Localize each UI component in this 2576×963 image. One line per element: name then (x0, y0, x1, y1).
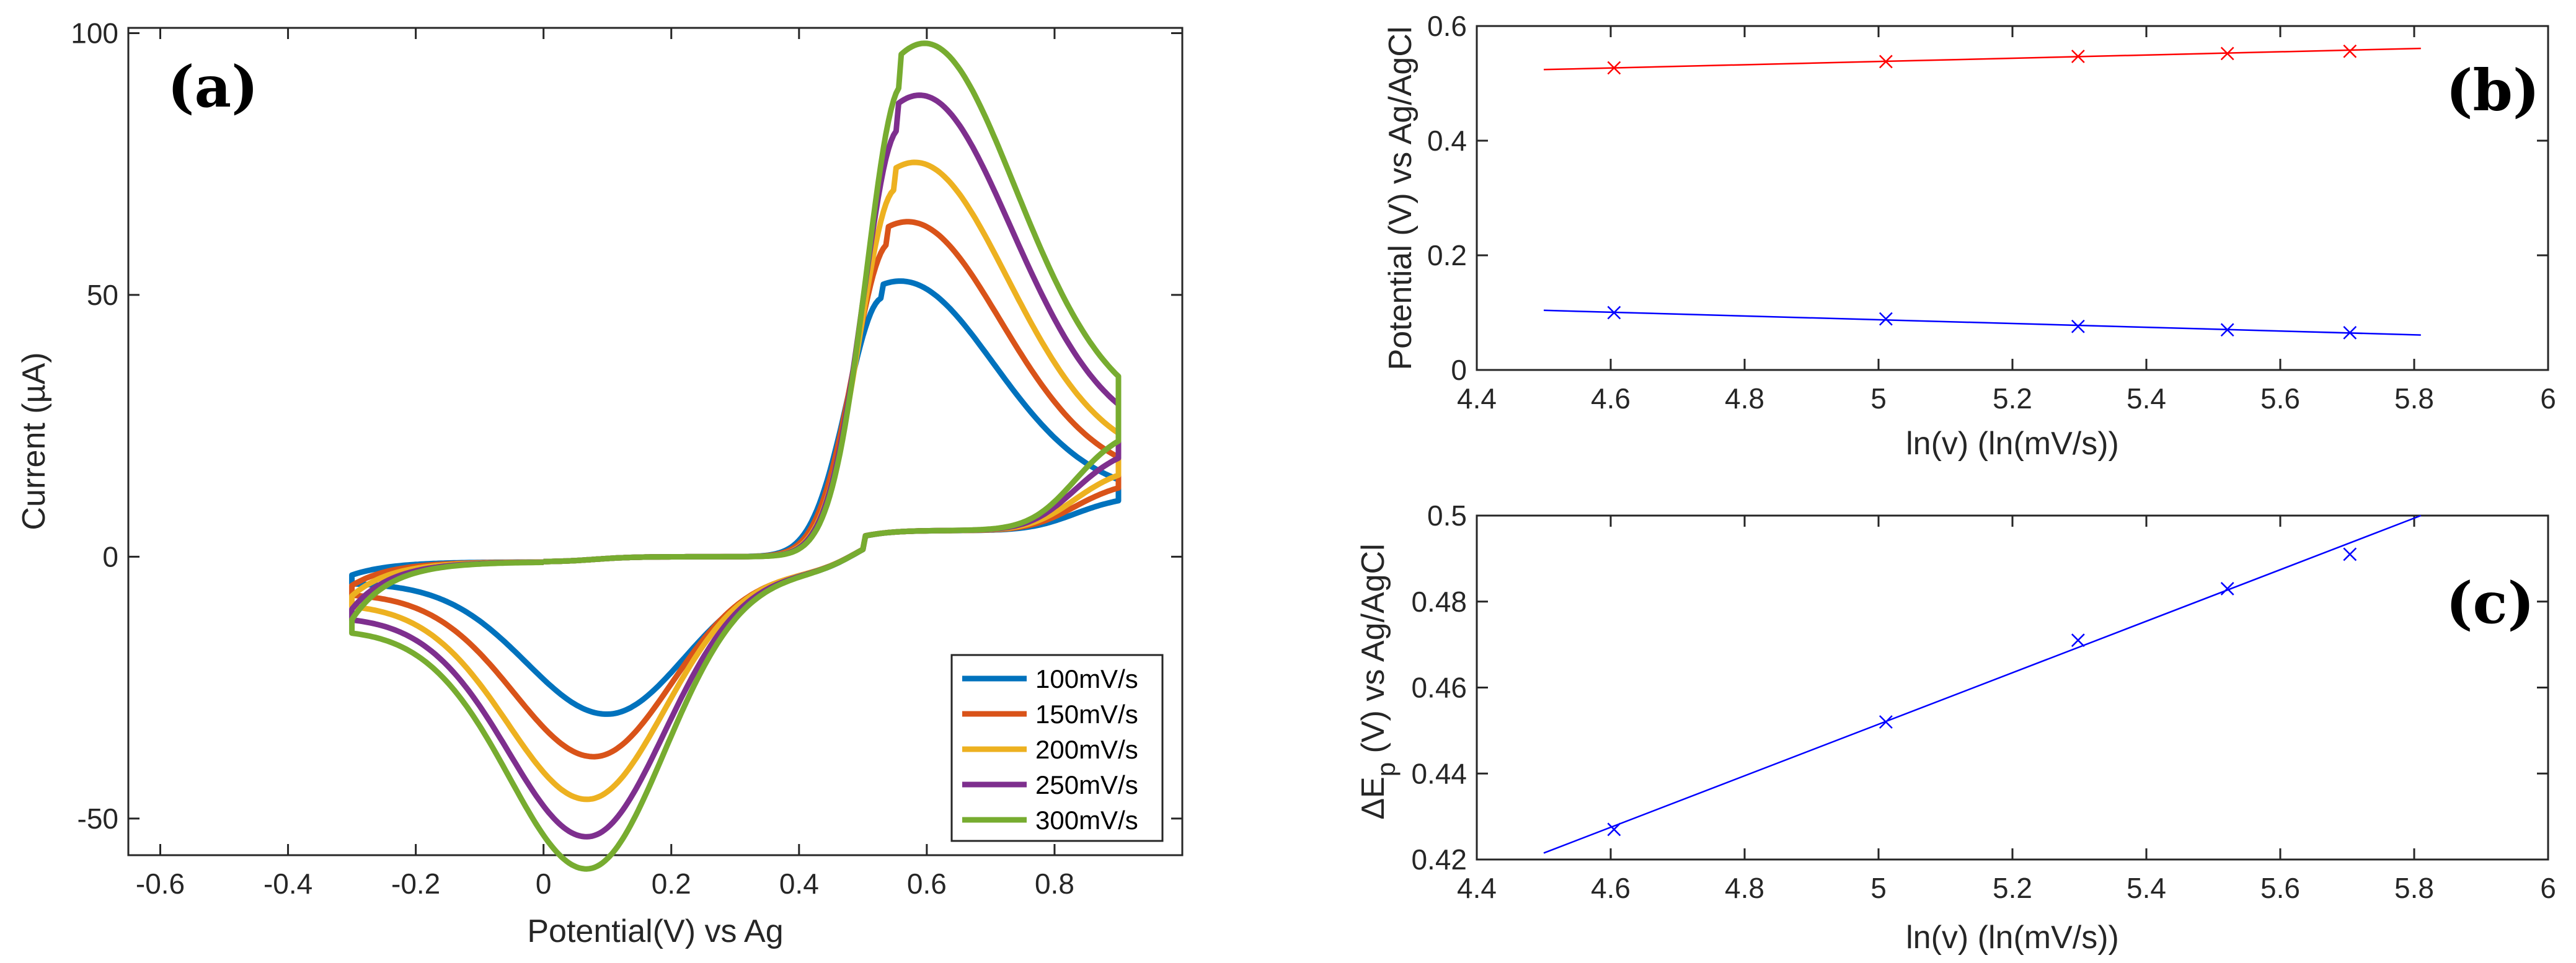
x-tick-label: 4.6 (1591, 872, 1631, 904)
cv-curve-300mV/s (349, 40, 1122, 872)
fit-line-delta_Ep (1543, 514, 2422, 854)
data-point-anodic (2343, 44, 2357, 58)
panel-b-data (1543, 44, 2421, 340)
data-point-cathodic (2343, 325, 2357, 340)
y-tick-label: 0 (102, 540, 118, 573)
data-point-anodic (2071, 50, 2085, 63)
x-tick-label: 5 (1870, 382, 1887, 415)
y-tick-label: 0 (1451, 354, 1467, 386)
data-point-delta_Ep (1607, 822, 1621, 837)
data-point-anodic (1879, 55, 1893, 69)
panel-a: -0.6 -0.4 -0.2 0 0.2 0.4 0.6 0.8 -50 0 50 100 Poten… (16, 17, 1184, 949)
panel-a-curves (349, 40, 1122, 872)
panel-c-ticks (1476, 514, 2549, 861)
panel-b: 4.4 4.6 4.8 5 5.2 5.4 5.6 5.8 6 0 0.2 0.4 0.6 ln(v) … (1383, 10, 2556, 462)
data-point-delta_Ep (2343, 547, 2357, 561)
y-tick-label: -50 (77, 802, 118, 835)
panel-a-xlabel: Potential(V) vs Ag (527, 913, 783, 949)
panel-a-ylabel: Current (µA) (16, 352, 52, 530)
panel-a-ticks (128, 28, 1182, 855)
legend-label: 250mV/s (1035, 770, 1138, 799)
data-point-cathodic (1879, 312, 1893, 326)
x-tick-label: -0.4 (263, 868, 312, 900)
panel-c-label: (c) (2446, 569, 2534, 636)
panel-c-tick-labels: 4.4 4.6 4.8 5 5.2 5.4 5.6 5.8 6 0.42 0.44 0.46 0.48 0… (1411, 499, 2556, 904)
x-tick-label: 4.4 (1457, 382, 1497, 415)
x-tick-label: 4.4 (1457, 872, 1497, 904)
y-tick-label: 0.46 (1411, 672, 1467, 704)
x-tick-label: 0.6 (907, 868, 947, 900)
x-tick-label: 5.6 (2260, 382, 2300, 415)
panel-b-ticks (1476, 25, 2549, 371)
panel-b-plot-area (1476, 25, 2549, 371)
panel-b-ylabel: Potential (V) vs Ag/AgCl (1383, 27, 1419, 371)
legend-label: 300mV/s (1035, 806, 1138, 835)
y-tick-label: 0.2 (1427, 239, 1467, 271)
y-tick-label: 0.4 (1427, 125, 1467, 157)
x-tick-label: 4.8 (1725, 872, 1764, 904)
x-tick-label: 0.2 (652, 868, 691, 900)
y-tick-label: 0.42 (1411, 843, 1467, 876)
panel-c-data (1543, 514, 2422, 854)
x-tick-label: 5.4 (2127, 382, 2166, 415)
x-tick-label: -0.6 (136, 868, 185, 900)
fit-line-cathodic (1543, 309, 2421, 336)
panel-c-xlabel: ln(v) (ln(mV/s)) (1906, 920, 2119, 956)
y-tick-label: 0.5 (1427, 499, 1467, 532)
data-point-delta_Ep (1879, 715, 1893, 729)
panel-b-tick-labels: 4.4 4.6 4.8 5 5.2 5.4 5.6 5.8 6 0 0.2 0.4 0.6 (1427, 10, 2556, 415)
x-tick-label: 4.8 (1725, 382, 1764, 415)
panel-c: 4.4 4.6 4.8 5 5.2 5.4 5.6 5.8 6 0.42 0.44 0.46 0.48 0… (1355, 499, 2556, 956)
legend-label: 100mV/s (1035, 664, 1138, 693)
y-tick-label: 0.44 (1411, 757, 1467, 789)
x-tick-label: 5 (1870, 872, 1887, 904)
data-point-delta_Ep (2071, 633, 2085, 648)
x-tick-label: 5.8 (2394, 872, 2434, 904)
panel-a-label: (a) (167, 53, 259, 120)
fit-line-anodic (1543, 47, 2421, 71)
data-point-anodic (1607, 61, 1621, 75)
y-tick-label: 100 (71, 17, 118, 49)
panel-c-ylabel-rest: (V) vs Ag/AgCl (1355, 543, 1391, 762)
data-point-cathodic (1607, 306, 1621, 320)
data-point-delta_Ep (2220, 582, 2234, 596)
data-point-cathodic (2220, 323, 2234, 337)
legend-label: 150mV/s (1035, 700, 1138, 729)
data-point-cathodic (2071, 319, 2085, 333)
panel-c-ylabel: ΔEp (V) vs Ag/AgCl (1355, 543, 1401, 819)
x-tick-label: 5.4 (2127, 872, 2166, 904)
x-tick-label: 6 (2540, 872, 2556, 904)
data-point-anodic (2220, 46, 2234, 61)
panel-c-plot-area (1476, 514, 2549, 861)
panel-b-label: (b) (2446, 57, 2539, 124)
y-tick-label: 50 (87, 279, 118, 311)
y-tick-label: 0.48 (1411, 586, 1467, 618)
x-tick-label: 0 (536, 868, 552, 900)
x-tick-label: 4.6 (1591, 382, 1631, 415)
legend-label: 200mV/s (1035, 735, 1138, 764)
x-tick-label: 5.2 (1993, 382, 2032, 415)
x-tick-label: 5.2 (1993, 872, 2032, 904)
panel-a-tick-labels: -0.6 -0.4 -0.2 0 0.2 0.4 0.6 0.8 -50 0 50 100 (71, 17, 1074, 900)
y-tick-label: 0.6 (1427, 10, 1467, 42)
panel-c-ylabel-subscript: p (1371, 762, 1401, 776)
x-tick-label: 0.8 (1035, 868, 1074, 900)
x-tick-label: 5.6 (2260, 872, 2300, 904)
x-tick-label: -0.2 (391, 868, 440, 900)
panel-a-legend: 100mV/s 150mV/s 200mV/s 250mV/s 300mV/s (950, 654, 1164, 842)
x-tick-label: 6 (2540, 382, 2556, 415)
panel-b-xlabel: ln(v) (ln(mV/s)) (1906, 426, 2119, 462)
x-tick-label: 0.4 (779, 868, 819, 900)
x-tick-label: 5.8 (2394, 382, 2434, 415)
panel-c-ylabel-main: ΔE (1355, 776, 1391, 819)
